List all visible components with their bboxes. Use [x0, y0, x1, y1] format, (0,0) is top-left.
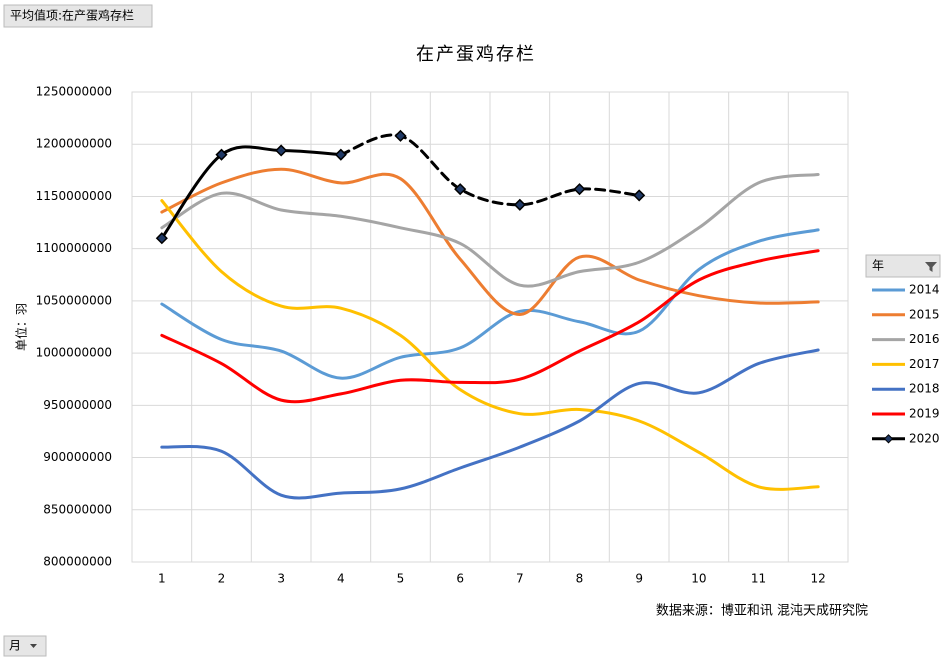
x-tick-label: 3: [277, 572, 285, 586]
y-tick-label: 1100000000: [36, 241, 112, 255]
point-marker: [275, 144, 288, 157]
y-tick-label: 1050000000: [36, 293, 112, 307]
y-tick-label: 850000000: [43, 502, 112, 516]
series-line: [160, 145, 343, 240]
x-tick-label: 11: [751, 572, 766, 586]
y-axis-label: 单位：羽: [14, 303, 29, 351]
point-marker: [454, 183, 467, 196]
row-button[interactable]: [3, 635, 47, 657]
y-tick-label: 950000000: [43, 398, 112, 412]
y-tick-label: 1000000000: [36, 346, 112, 360]
x-tick-label: 5: [397, 572, 405, 586]
filter-icon: [925, 262, 937, 272]
point-marker: [573, 183, 586, 196]
legend-label: 2014: [909, 283, 940, 297]
y-tick-label: 900000000: [43, 450, 112, 464]
point-marker: [215, 148, 228, 161]
point-marker: [334, 148, 347, 161]
series-line: [160, 249, 820, 404]
y-tick-label: 1250000000: [36, 85, 112, 99]
x-tick-label: 10: [691, 572, 706, 586]
point-marker: [513, 198, 526, 211]
point-marker: [394, 129, 407, 142]
dropdown-icon: [30, 644, 37, 648]
y-tick-label: 800000000: [43, 555, 112, 569]
legend-label: 2017: [909, 357, 940, 371]
series-line: [160, 199, 820, 491]
source-note: 数据来源：博亚和讯 混沌天成研究院: [656, 604, 868, 619]
x-tick-label: 2: [218, 572, 226, 586]
series-line: [160, 167, 820, 316]
point-marker: [633, 189, 646, 202]
series-line: [160, 348, 820, 500]
legend-label: 2018: [909, 382, 940, 396]
y-tick-label: 1200000000: [36, 137, 112, 151]
legend-filter[interactable]: [865, 254, 941, 278]
x-tick-label: 12: [811, 572, 826, 586]
row-button-label: 月: [9, 639, 21, 653]
series-line: [160, 228, 820, 380]
legend-label: 2019: [909, 407, 940, 421]
legend-label: 2016: [909, 332, 940, 346]
point-marker: [155, 232, 168, 245]
legend-marker: [883, 434, 894, 444]
legend-label: 2015: [909, 307, 940, 321]
y-tick-label: 1150000000: [36, 189, 112, 203]
x-tick-label: 7: [516, 572, 524, 586]
x-tick-label: 6: [456, 572, 464, 586]
chart-title: 在产蛋鸡存栏: [416, 44, 536, 65]
legend-title: 年: [872, 259, 884, 273]
x-tick-label: 4: [337, 572, 345, 586]
filter-button[interactable]: [3, 4, 153, 28]
series-line: [160, 173, 820, 288]
x-tick-label: 8: [576, 572, 584, 586]
x-tick-label: 9: [635, 572, 643, 586]
legend-label: 2020: [909, 431, 940, 445]
filter-button-label: 平均值项:在产蛋鸡存栏: [10, 8, 134, 23]
x-tick-label: 1: [158, 572, 166, 586]
